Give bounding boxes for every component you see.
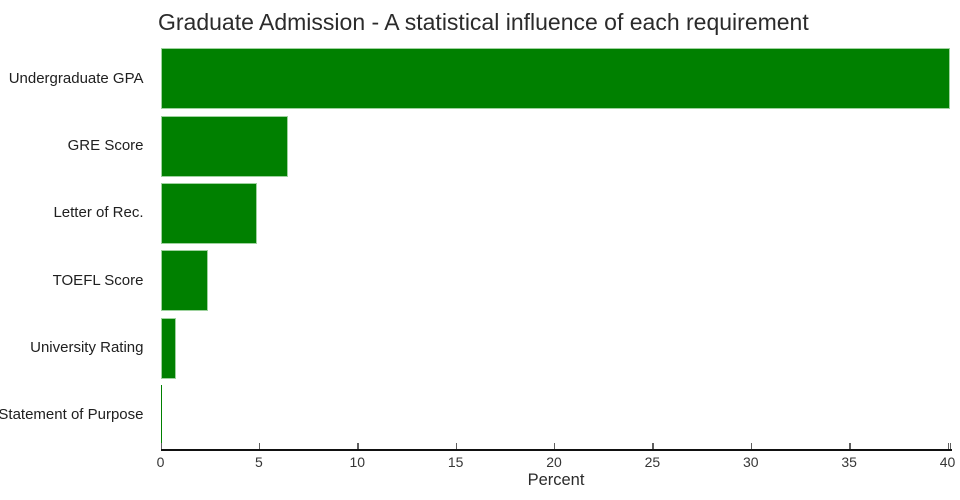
y-tick-label: GRE Score <box>67 137 144 154</box>
x-tick-label: 35 <box>841 454 857 470</box>
bar-statement-of-purpose <box>160 384 162 446</box>
x-axis-title: Percent <box>527 471 585 489</box>
y-tick-label: TOEFL Score <box>52 271 144 289</box>
x-tick-mark <box>455 443 458 449</box>
x-tick-mark <box>258 443 261 449</box>
bar-letter-of-rec <box>160 182 257 244</box>
x-tick-label: 30 <box>743 454 759 470</box>
x-tick-mark <box>947 443 949 449</box>
x-tick-mark <box>652 443 654 449</box>
bar-gre-score <box>160 115 289 177</box>
y-tick-label: University Rating <box>30 339 144 356</box>
x-axis-line <box>160 449 952 451</box>
y-tick-label: Statement of Purpose <box>0 406 144 424</box>
x-tick-label: 25 <box>644 454 661 470</box>
x-tick-label: 15 <box>447 454 464 470</box>
x-tick-label: 10 <box>349 454 366 470</box>
plot-area: Percent Undergraduate GPA GRE Score Letter… <box>0 45 955 489</box>
x-tick-mark <box>357 443 359 449</box>
chart-title: Graduate Admission - A statistical influ… <box>158 9 809 35</box>
x-tick-mark <box>849 443 851 449</box>
bar-toefl-score <box>160 250 208 312</box>
x-tick-label: 5 <box>254 454 263 470</box>
x-tick-label: 20 <box>546 454 562 470</box>
x-tick-label: 40 <box>939 454 956 470</box>
bar-undergraduate-gpa <box>160 48 950 110</box>
y-tick-label: Letter of Rec. <box>53 204 144 222</box>
x-tick-mark <box>750 443 753 449</box>
x-tick-label: 0 <box>156 454 165 470</box>
x-tick-mark <box>160 443 162 449</box>
y-tick-label: Undergraduate GPA <box>8 69 144 87</box>
bar-university-rating <box>160 317 177 379</box>
x-tick-mark <box>554 443 556 449</box>
x-tick-mark <box>950 443 952 449</box>
